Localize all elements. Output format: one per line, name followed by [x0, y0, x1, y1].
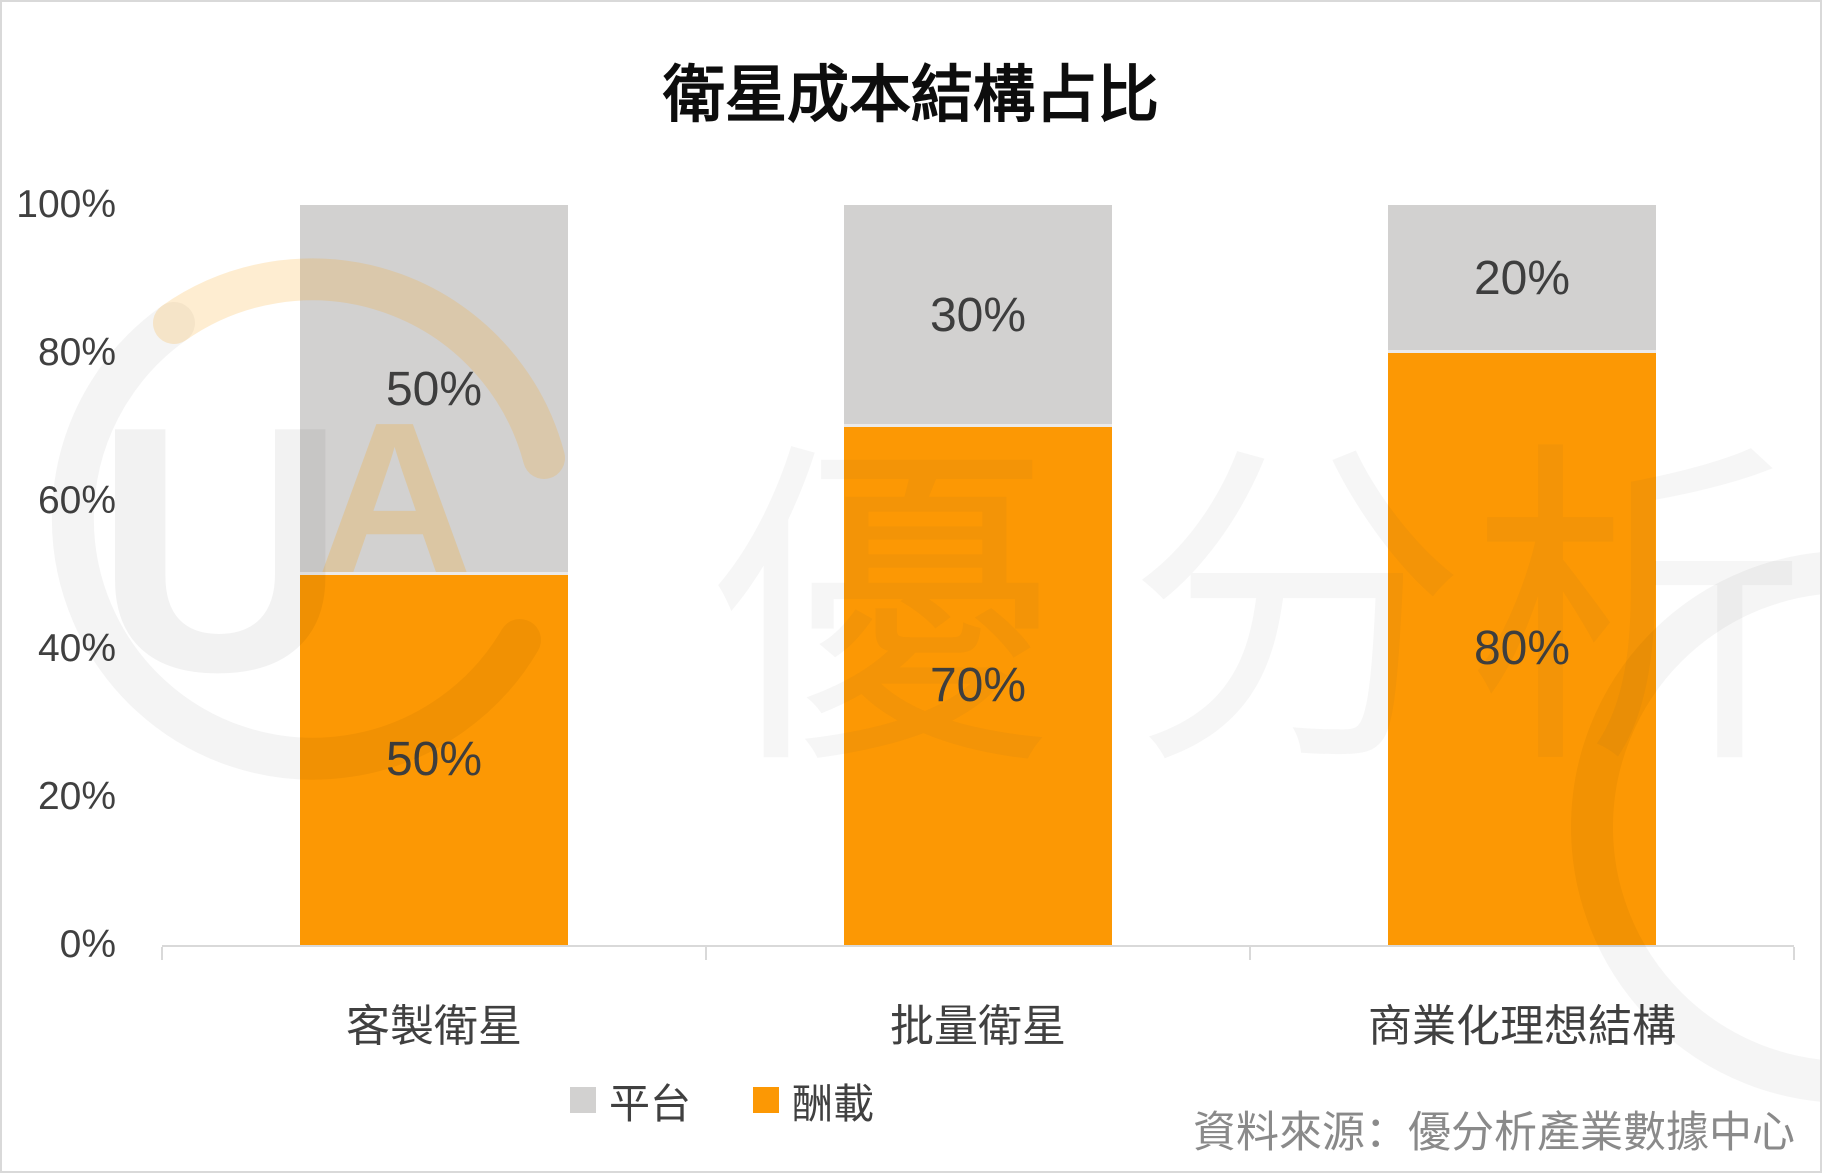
axis-tick — [705, 947, 707, 960]
bar-segment-酬載: 80% — [1388, 353, 1656, 945]
axis-tick — [1249, 947, 1251, 960]
bar-value-label: 50% — [385, 733, 483, 786]
axis-tick — [1793, 947, 1795, 960]
axis-tick — [161, 947, 163, 960]
bar-value-label: 70% — [929, 659, 1027, 712]
bar-segment-平台: 30% — [844, 205, 1112, 427]
legend-item: 酬載 — [753, 1070, 874, 1130]
y-axis-label: 0% — [59, 923, 116, 966]
chart-title: 衛星成本結構占比 — [662, 61, 1159, 130]
y-axis-label: 60% — [37, 479, 116, 522]
y-axis-label: 20% — [37, 775, 116, 818]
y-axis-label: 40% — [37, 627, 116, 670]
x-axis-line — [162, 945, 1794, 947]
legend-swatch — [753, 1087, 779, 1113]
x-axis-label: 商業化理想結構 — [1368, 1002, 1676, 1051]
x-axis-label: 批量衛星 — [890, 1002, 1066, 1051]
bar-value-label: 30% — [929, 289, 1027, 342]
legend-label: 平台 — [609, 1081, 691, 1127]
bar-value-label: 50% — [385, 363, 483, 416]
y-axis-label: 100% — [16, 183, 116, 226]
legend-item: 平台 — [570, 1070, 691, 1130]
bar-segment-平台: 50% — [300, 205, 568, 575]
bar-value-label: 20% — [1473, 252, 1571, 305]
bar-segment-酬載: 50% — [300, 575, 568, 945]
y-axis-label: 80% — [37, 331, 116, 374]
legend-label: 酬載 — [792, 1081, 874, 1127]
bar-segment-平台: 20% — [1388, 205, 1656, 353]
source-note: 資料來源：優分析產業數據中心 — [1193, 1109, 1795, 1157]
bar-segment-酬載: 70% — [844, 427, 1112, 945]
bar-value-label: 80% — [1473, 622, 1571, 675]
legend-swatch — [570, 1087, 596, 1113]
legend: 平台 酬載 — [570, 1074, 874, 1127]
x-axis-label: 客製衛星 — [346, 1002, 522, 1051]
